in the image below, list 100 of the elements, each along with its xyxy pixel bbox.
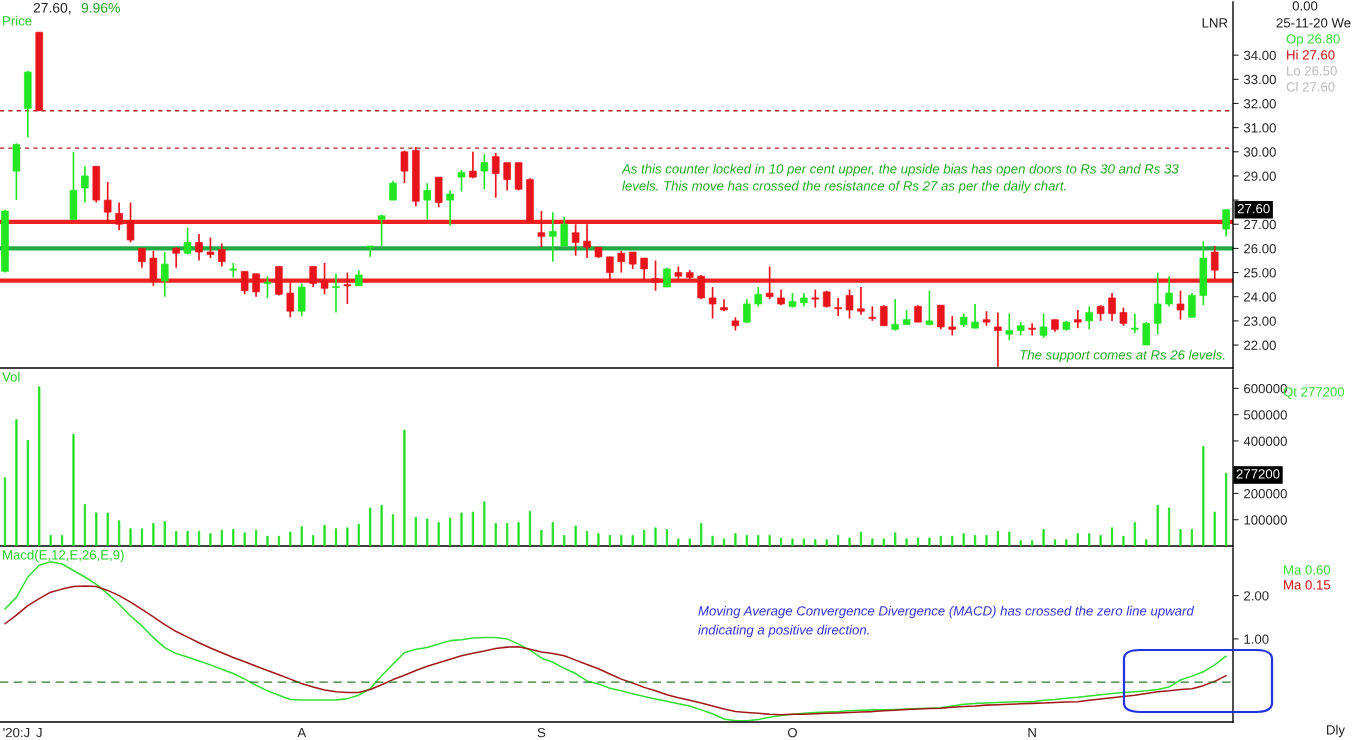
text: Cl 27.60 xyxy=(1286,81,1335,92)
y-tick-label: 200000 xyxy=(1244,489,1287,499)
x-tick-label: J xyxy=(36,728,42,738)
candlestick xyxy=(571,223,580,257)
candlestick xyxy=(218,242,226,268)
y-tick-label: 500000 xyxy=(1243,410,1287,420)
candlestick xyxy=(457,169,466,193)
candlestick xyxy=(948,315,957,337)
text: 277200 xyxy=(1236,469,1280,479)
candlestick xyxy=(537,210,546,249)
candlestick xyxy=(857,286,865,316)
annotation: Moving Average Convergence Divergence (MACD) has crossed the zero line upward xyxy=(698,605,1195,619)
annotation: levels. This move has crossed the resistance of Rs 27 as per the daily chart. xyxy=(622,180,1066,194)
y-tick-label: 34.00 xyxy=(1243,50,1276,61)
candlestick xyxy=(743,298,751,325)
candlestick xyxy=(880,304,888,327)
candlestick xyxy=(971,303,979,329)
candlestick xyxy=(240,270,249,296)
candlestick xyxy=(651,259,660,292)
candlestick xyxy=(172,246,180,269)
y-tick-label: 26.00 xyxy=(1244,243,1276,254)
candlestick xyxy=(149,249,158,287)
x-tick-label: A xyxy=(297,728,307,738)
candlestick xyxy=(1222,208,1230,238)
candlestick xyxy=(834,297,842,317)
candlestick xyxy=(640,257,648,281)
text: Dly xyxy=(1327,724,1345,738)
candlestick xyxy=(161,251,169,298)
y-tick-label: 29.00 xyxy=(1244,171,1276,181)
x-tick-label: S xyxy=(537,727,546,738)
candlestick xyxy=(263,275,272,299)
candlestick xyxy=(1108,292,1116,322)
candlestick xyxy=(1039,312,1048,339)
candlestick xyxy=(309,265,317,288)
candlestick xyxy=(811,288,820,309)
x-tick-label: '20:J xyxy=(3,727,30,738)
candlestick xyxy=(1176,289,1185,321)
candlestick xyxy=(994,311,1002,368)
candlestick xyxy=(343,271,352,305)
candlestick xyxy=(81,165,89,204)
text: Price xyxy=(3,15,32,26)
candlestick xyxy=(754,286,763,308)
candlestick xyxy=(1074,309,1082,329)
candlestick xyxy=(708,286,717,320)
candlestick xyxy=(1028,322,1036,337)
chart-title: Macd(E,12,E,26,E,9) xyxy=(3,549,124,563)
line-series xyxy=(4,585,1227,716)
candlestick xyxy=(1005,312,1014,342)
candlestick xyxy=(195,233,203,262)
candlestick xyxy=(469,150,477,180)
candlestick xyxy=(1119,306,1128,327)
candlestick xyxy=(937,304,945,331)
candlestick xyxy=(1153,271,1162,336)
candlestick xyxy=(126,201,135,244)
chart-title: Vol xyxy=(2,371,20,382)
candlestick xyxy=(1188,292,1196,319)
text: Op 26.80 xyxy=(1286,34,1340,47)
x-tick-label: O xyxy=(787,727,797,738)
candlestick xyxy=(1165,275,1173,308)
y-tick-label: 31.00 xyxy=(1243,123,1276,133)
candlestick xyxy=(377,213,386,247)
annotation: 9.96% xyxy=(81,2,120,13)
candlestick xyxy=(1210,245,1219,281)
annotation: As this counter locked in 10 per cent upper, the upside bias has open doors to Rs 30 and Rs 33 xyxy=(621,163,1179,177)
candlestick xyxy=(617,249,626,274)
candlestick xyxy=(697,274,705,300)
candlestick xyxy=(549,211,557,263)
y-tick-label: 27.00 xyxy=(1244,219,1276,230)
text: Ma 0.60 xyxy=(1284,565,1331,575)
candlestick xyxy=(103,181,112,224)
candlestick xyxy=(503,161,511,192)
y-tick-label: 22.00 xyxy=(1244,340,1276,350)
candlestick xyxy=(1131,312,1139,334)
candlestick xyxy=(286,281,295,319)
y-tick-label: 400000 xyxy=(1243,436,1287,446)
candlestick xyxy=(229,262,238,279)
y-tick-label: 2.00 xyxy=(1244,591,1269,601)
candlestick xyxy=(925,289,934,326)
candlestick xyxy=(252,272,260,298)
x-tick-label: N xyxy=(1028,728,1036,738)
y-tick-label: 24.00 xyxy=(1244,292,1276,302)
candlestick xyxy=(115,201,123,232)
candlestick xyxy=(1085,305,1093,331)
annotation: LNR xyxy=(1202,18,1228,28)
line-series xyxy=(4,561,1227,722)
candlestick xyxy=(1142,321,1151,346)
candlestick xyxy=(366,245,374,258)
candlestick xyxy=(606,256,614,281)
candlestick xyxy=(491,152,500,199)
y-tick-label: 23.00 xyxy=(1244,316,1276,326)
candlestick xyxy=(583,223,591,259)
annotation: 27.60, xyxy=(33,2,71,15)
candlestick xyxy=(845,288,854,320)
candlestick xyxy=(183,227,192,256)
candlestick xyxy=(446,189,454,227)
text: 25-11-20 We xyxy=(1276,18,1351,28)
candlestick xyxy=(480,153,489,191)
candlestick xyxy=(400,149,409,185)
y-tick-label: 25.00 xyxy=(1244,268,1276,278)
candlestick xyxy=(560,216,568,247)
